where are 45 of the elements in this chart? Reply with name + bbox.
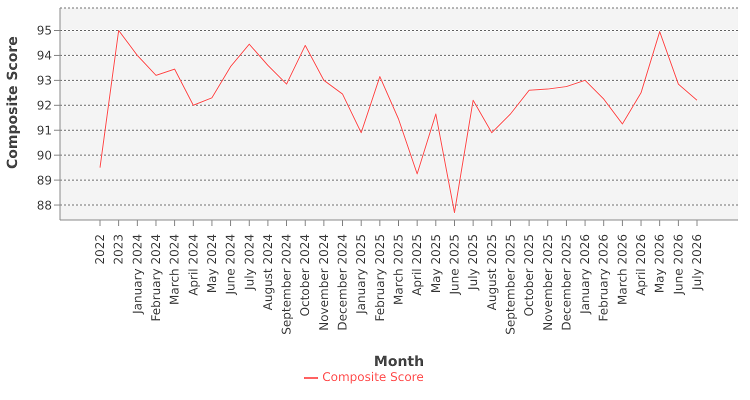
x-tick-label: February 2025 [372,234,387,322]
y-tick-label: 93 [36,74,52,88]
x-tick-label: July 2026 [690,234,704,291]
x-tick-label: September 2025 [503,234,518,335]
x-tick-label: January 2026 [578,234,592,315]
y-tick-label: 94 [36,48,52,63]
x-tick-label: June 2025 [447,234,462,296]
x-tick-label: September 2024 [280,234,294,335]
x-tick-label: 2022 [93,234,107,265]
y-axis-title: Composite Score [4,36,21,169]
x-tick-label: April 2025 [410,234,424,296]
x-tick-label: June 2026 [671,234,686,296]
x-tick-label: 2023 [112,234,126,265]
x-tick-label: October 2025 [522,234,536,316]
x-tick-label: April 2026 [634,234,648,296]
x-tick-label: March 2024 [168,234,182,305]
line-series [100,30,698,214]
y-tick-label: 88 [36,198,52,212]
x-tick-label: May 2025 [428,234,443,294]
y-tick-label: 95 [36,24,52,38]
x-tick-label: January 2025 [354,234,368,315]
x-tick-label: October 2024 [298,234,312,316]
y-tick-label: 89 [36,173,52,188]
y-tick-label: 91 [36,123,52,138]
x-tick-label: February 2024 [148,234,163,322]
x-tick-label: March 2025 [392,234,406,305]
x-tick-label: August 2025 [484,234,499,310]
x-tick-label: July 2024 [242,234,256,291]
x-tick-label: December 2024 [336,234,350,331]
x-tick-label: December 2025 [559,234,574,331]
legend-label: Composite Score [322,370,424,384]
x-tick-label: May 2024 [204,234,219,294]
x-tick-label: January 2024 [130,234,144,315]
x-tick-label: April 2024 [186,234,200,296]
x-axis-title: Month [374,354,424,370]
x-tick-label: March 2026 [615,234,630,305]
x-tick-label: August 2024 [260,234,275,310]
x-tick-label: May 2026 [652,234,667,294]
x-tick-label: February 2026 [596,234,611,322]
x-tick-label: June 2024 [224,234,238,296]
x-tick-label: November 2025 [540,234,555,331]
x-tick-label: November 2024 [316,234,331,331]
y-tick-label: 90 [36,148,52,162]
y-tick-label: 92 [36,98,52,113]
x-tick-label: July 2025 [466,234,480,291]
